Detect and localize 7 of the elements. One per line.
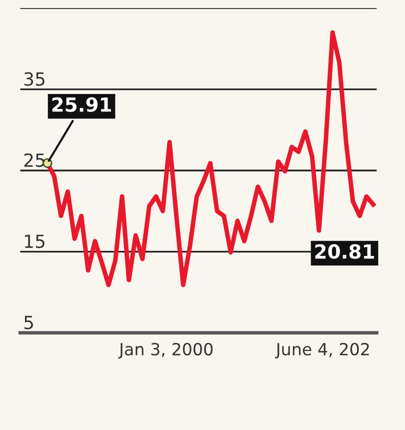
- y-tick-label: 15: [25, 234, 44, 248]
- text: Jan 3, 2000: [118, 342, 213, 359]
- y-tick-label: 35: [24, 72, 44, 86]
- text: June 4, 202: [275, 342, 369, 359]
- text: 20.81: [315, 244, 374, 259]
- text: 25.91: [52, 97, 111, 112]
- y-tick-label: 5: [24, 316, 33, 330]
